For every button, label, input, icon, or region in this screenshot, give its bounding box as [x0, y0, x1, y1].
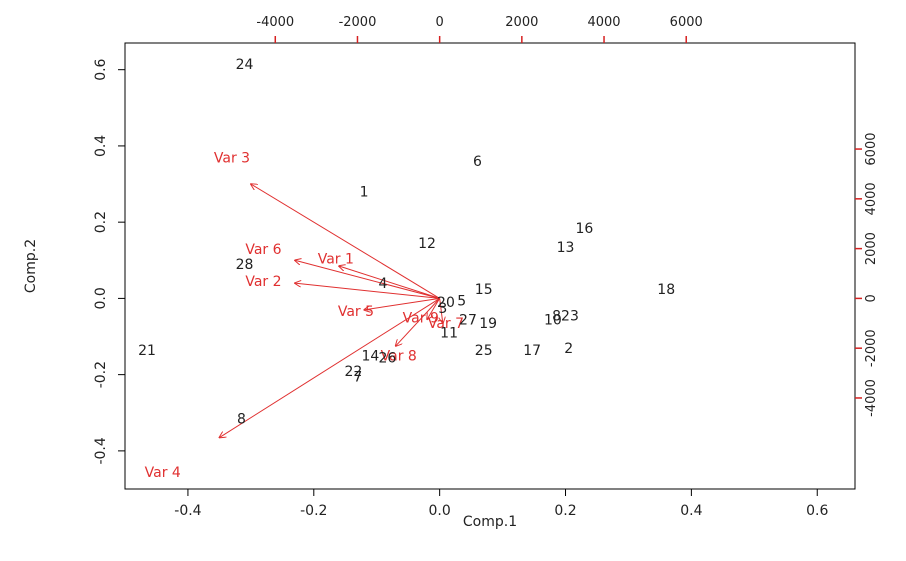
top-x-tick-label: -2000 [339, 15, 377, 30]
variable-arrow [427, 298, 441, 319]
y-tick-label: -0.2 [93, 361, 109, 388]
observation-label: 20 [437, 295, 455, 311]
y-tick-label: 0.6 [93, 58, 109, 80]
right-secondary-y-axis: -4000 -2000 0 2000 4000 6000 [855, 133, 879, 417]
observation-label: 8 [237, 411, 246, 427]
x-axis-title: Comp.1 [463, 514, 517, 530]
variable-label: Var 3 [214, 150, 250, 166]
y-tick-label: 0.2 [93, 211, 109, 233]
observation-label: 16 [575, 221, 593, 237]
y-tick-label: 0.0 [93, 287, 109, 309]
observation-label: 14 [362, 349, 380, 365]
top-secondary-x-axis: -4000 -2000 0 2000 4000 6000 [256, 15, 703, 43]
observation-label: 1 [360, 185, 369, 201]
observation-label: 12 [418, 236, 436, 252]
observation-label: 7 [353, 370, 362, 386]
observation-label: 24 [236, 57, 254, 73]
variable-arrow [364, 297, 440, 309]
top-x-tick-label: 6000 [670, 15, 703, 30]
left-y-axis: -0.4 -0.2 0.0 0.2 0.4 0.6 [93, 58, 125, 465]
right-y-tick-label: 2000 [864, 232, 879, 265]
observation-label: 26 [379, 350, 397, 366]
observation-label: 22 [345, 364, 363, 380]
x-tick-label: 0.2 [554, 503, 576, 519]
observation-label: 5 [457, 293, 466, 309]
observation-label: 19 [479, 316, 497, 332]
observation-label: 28 [236, 257, 254, 273]
variable-label: Var 8 [381, 349, 417, 365]
variable-arrow [295, 283, 440, 299]
variable-arrow [440, 298, 443, 323]
variable-arrows [219, 184, 442, 437]
variable-label: Var 1 [318, 251, 354, 267]
observation-label: 11 [440, 326, 458, 342]
observation-label: 17 [523, 343, 541, 359]
top-x-tick-label: 4000 [587, 15, 620, 30]
observation-label: 3 [438, 301, 447, 317]
y-tick-label: -0.4 [93, 437, 109, 464]
x-tick-label: 0.6 [806, 503, 828, 519]
variable-label: Var 5 [338, 304, 374, 320]
top-x-tick-label: 2000 [505, 15, 538, 30]
observation-label: 6 [473, 154, 482, 170]
right-y-tick-label: 6000 [864, 133, 879, 166]
observation-label: 27 [459, 312, 477, 328]
observation-label: 4 [379, 276, 388, 292]
variable-label: Var 6 [245, 242, 281, 258]
observation-label: 13 [557, 240, 575, 256]
observation-label: 25 [475, 343, 493, 359]
plot-frame [124, 42, 856, 490]
top-x-tick-label: -4000 [256, 15, 294, 30]
x-tick-label: -0.4 [174, 503, 201, 519]
variable-label: Var 7 [428, 316, 464, 332]
y-tick-label: 0.4 [93, 135, 109, 157]
observation-label: 21 [138, 343, 156, 359]
top-x-tick-label: 0 [436, 15, 444, 30]
right-y-tick-label: -4000 [864, 379, 879, 417]
right-y-tick-label: 4000 [864, 182, 879, 215]
variable-label: Var 4 [145, 465, 181, 481]
observation-label: 15 [475, 282, 493, 298]
x-tick-label: 0.0 [429, 503, 451, 519]
variable-arrow [396, 298, 441, 346]
variable-arrow [251, 184, 440, 299]
right-y-tick-label: 0 [864, 294, 879, 302]
variable-arrow [295, 260, 440, 299]
observation-label: 10 [544, 312, 562, 328]
variable-label: Var 9 [403, 310, 439, 326]
observation-label: 2 [564, 341, 573, 357]
observation-label: 823 [552, 309, 579, 325]
x-tick-label: -0.2 [300, 503, 327, 519]
variable-label: Var 2 [245, 274, 281, 290]
right-y-tick-label: -2000 [864, 329, 879, 367]
x-tick-label: 0.4 [680, 503, 702, 519]
bottom-x-axis: -0.4 -0.2 0.0 0.2 0.4 0.6 [174, 489, 828, 519]
observation-label: 18 [657, 282, 675, 298]
variable-arrow [339, 266, 440, 299]
y-axis-title: Comp.2 [23, 239, 39, 293]
variable-arrow [219, 297, 440, 437]
